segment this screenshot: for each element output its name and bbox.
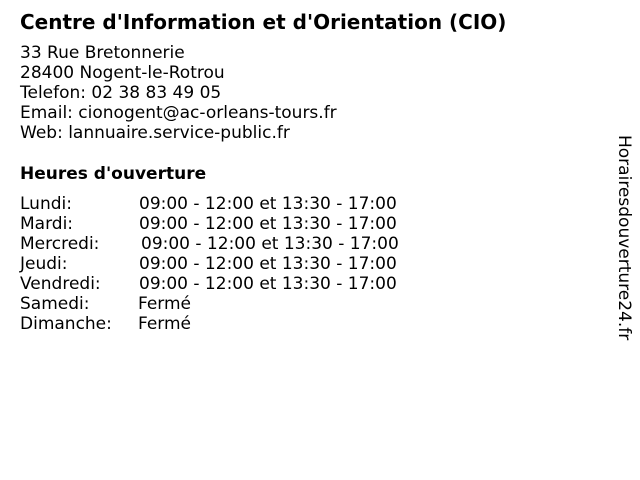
phone: Telefon: 02 38 83 49 05 — [20, 83, 222, 103]
time: 09:00 - 12:00 et 13:30 - 17:00 — [141, 234, 399, 254]
watermark: Horairesdouverture24.fr — [614, 135, 634, 375]
day: Samedi: — [20, 294, 90, 314]
day: Mardi: — [20, 214, 74, 234]
email: Email: cionogent@ac-orleans-tours.fr — [20, 103, 337, 123]
website: Web: lannuaire.service-public.fr — [20, 123, 290, 143]
city: 28400 Nogent-le-Rotrou — [20, 63, 225, 83]
day: Jeudi: — [20, 254, 68, 274]
address-block: 33 Rue Bretonnerie 28400 Nogent-le-Rotro… — [20, 43, 337, 143]
day: Mercredi: — [20, 234, 100, 254]
watermark-text: Horairesdouverture24.fr — [614, 135, 634, 341]
time: Fermé — [138, 314, 192, 334]
hours-heading: Heures d'ouverture — [20, 164, 207, 184]
time: 09:00 - 12:00 et 13:30 - 17:00 — [139, 194, 397, 214]
time: 09:00 - 12:00 et 13:30 - 17:00 — [139, 274, 397, 294]
time: Fermé — [138, 294, 192, 314]
day: Lundi: — [20, 194, 72, 214]
page-title: Centre d'Information et d'Orientation (C… — [20, 10, 507, 34]
street: 33 Rue Bretonnerie — [20, 43, 185, 63]
day: Dimanche: — [20, 314, 112, 334]
day: Vendredi: — [20, 274, 101, 294]
time: 09:00 - 12:00 et 13:30 - 17:00 — [139, 254, 397, 274]
time: 09:00 - 12:00 et 13:30 - 17:00 — [139, 214, 397, 234]
